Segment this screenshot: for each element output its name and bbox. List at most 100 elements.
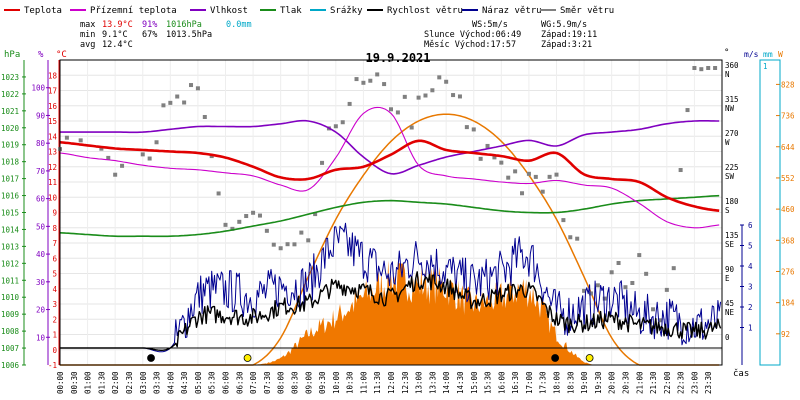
radiation-tick-label: 552: [781, 174, 795, 183]
axis-unit-radiation: W: [778, 50, 783, 59]
direction-tick-label: NE: [725, 308, 735, 317]
x-tick-label: 05:30: [208, 371, 217, 394]
wind-direction-point: [637, 253, 642, 258]
pressure-tick-label: 1019: [1, 141, 19, 150]
wind-direction-point: [520, 191, 525, 196]
wind-direction-point: [437, 75, 442, 80]
plot-frame: [59, 59, 723, 366]
x-tick-label: 13:30: [428, 371, 437, 394]
stats-rain: 0.0mm: [226, 20, 252, 30]
wind-tick-label: 2: [748, 303, 753, 312]
moon-marker-icon: [147, 354, 155, 362]
wind-direction-point: [182, 100, 187, 105]
wind-direction-point: [706, 66, 711, 70]
wind-direction-point: [430, 88, 435, 93]
wind-direction-point: [306, 238, 311, 243]
temperature-tick-label: 7: [52, 239, 57, 248]
radiation-tick-label: 92: [781, 330, 790, 339]
x-tick-label: 13:00: [415, 371, 424, 394]
pressure-tick-label: 1021: [1, 107, 19, 116]
wind-direction-point: [451, 93, 456, 98]
wind-direction-point: [499, 160, 504, 165]
x-tick-label: 10:00: [332, 371, 341, 394]
x-tick-label: 08:30: [290, 371, 299, 394]
wind-direction-point: [361, 80, 366, 85]
temperature-tick-label: 3: [52, 300, 57, 309]
wind-direction-point: [78, 138, 83, 143]
wind-direction-point: [244, 214, 249, 219]
sun-marker-icon: [585, 354, 594, 362]
x-axis-label: čas: [733, 368, 749, 379]
humidity-tick-label: 50: [36, 222, 46, 231]
axis-unit-humidity: %: [38, 50, 44, 60]
direction-tick-label: SW: [725, 172, 735, 181]
pressure-tick-label: 1022: [1, 90, 19, 99]
wind-direction-point: [223, 222, 228, 227]
x-tick-label: 22:00: [663, 371, 672, 394]
series-line: [59, 139, 720, 212]
x-tick-label: 19:00: [580, 371, 589, 394]
pressure-tick-label: 1020: [1, 124, 20, 133]
wind-direction-point: [257, 213, 262, 218]
wind-direction-point: [664, 287, 669, 292]
x-tick-label: 09:30: [318, 371, 327, 394]
x-tick-label: 21:00: [635, 371, 644, 394]
wind-direction-point: [320, 160, 325, 165]
stats-max-press: 1016hPa: [166, 20, 202, 30]
temperature-tick-label: 15: [48, 117, 57, 126]
wind-direction-point: [457, 94, 462, 99]
humidity-tick-label: 70: [36, 167, 46, 176]
stats-wg: WG:5.9m/s: [541, 20, 587, 30]
temperature-tick-label: 13: [48, 148, 57, 157]
x-tick-label: 12:00: [387, 371, 396, 394]
x-tick-label: 03:30: [153, 371, 162, 394]
axis-unit-wind: m/s: [744, 50, 759, 59]
x-tick-label: 11:30: [373, 371, 382, 394]
x-tick-label: 18:30: [566, 371, 575, 394]
temperature-tick-label: 16: [48, 102, 58, 111]
pressure-tick-label: 1015: [1, 209, 19, 218]
axis-unit-direction: °: [724, 48, 729, 58]
temperature-tick-label: 6: [52, 254, 57, 263]
x-tick-label: 20:30: [621, 371, 630, 394]
wind-direction-point: [547, 174, 552, 179]
wind-direction-point: [271, 242, 276, 247]
wind-direction-point: [368, 78, 373, 83]
pressure-tick-label: 1009: [1, 310, 19, 319]
x-tick-label: 11:00: [359, 371, 368, 394]
stats-max-label: max: [80, 20, 95, 30]
series-line: [60, 119, 720, 175]
humidity-tick-label: 100: [31, 84, 45, 93]
wind-tick-label: 4: [748, 262, 753, 271]
wind-direction-point: [299, 230, 304, 235]
radiation-area: [60, 260, 722, 365]
wind-direction-point: [685, 108, 690, 113]
radiation-tick-label: 368: [781, 236, 795, 245]
wind-direction-point: [140, 152, 145, 157]
pressure-tick-label: 1008: [1, 327, 20, 336]
wind-direction-point: [678, 168, 683, 173]
wind-direction-point: [285, 242, 290, 247]
temperature-tick-label: 9: [52, 209, 57, 218]
wind-direction-point: [699, 67, 704, 72]
direction-tick-label: N: [725, 70, 730, 79]
pressure-tick-label: 1013: [1, 242, 19, 251]
chart-title: 19.9.2021: [365, 51, 430, 65]
x-tick-label: 06:00: [222, 371, 231, 394]
legend: Teplota Přízemní teplota Vlhkost Tlak Sr…: [4, 6, 614, 16]
radiation-tick-label: 828: [781, 80, 795, 89]
wind-direction-point: [189, 83, 194, 88]
wind-direction-point: [99, 146, 104, 151]
wind-direction-point: [113, 172, 118, 177]
x-tick-label: 00:30: [70, 371, 79, 394]
temperature-tick-label: 2: [52, 315, 57, 324]
wind-direction-point: [175, 94, 180, 99]
wind-direction-point: [644, 271, 649, 276]
wind-direction-point: [354, 77, 359, 82]
wind-direction-point: [147, 156, 152, 161]
series-line: [59, 106, 720, 229]
wind-direction-point: [602, 296, 607, 301]
temperature-tick-label: 17: [48, 87, 57, 96]
wind-direction-point: [533, 174, 538, 179]
wind-direction-point: [120, 163, 125, 168]
